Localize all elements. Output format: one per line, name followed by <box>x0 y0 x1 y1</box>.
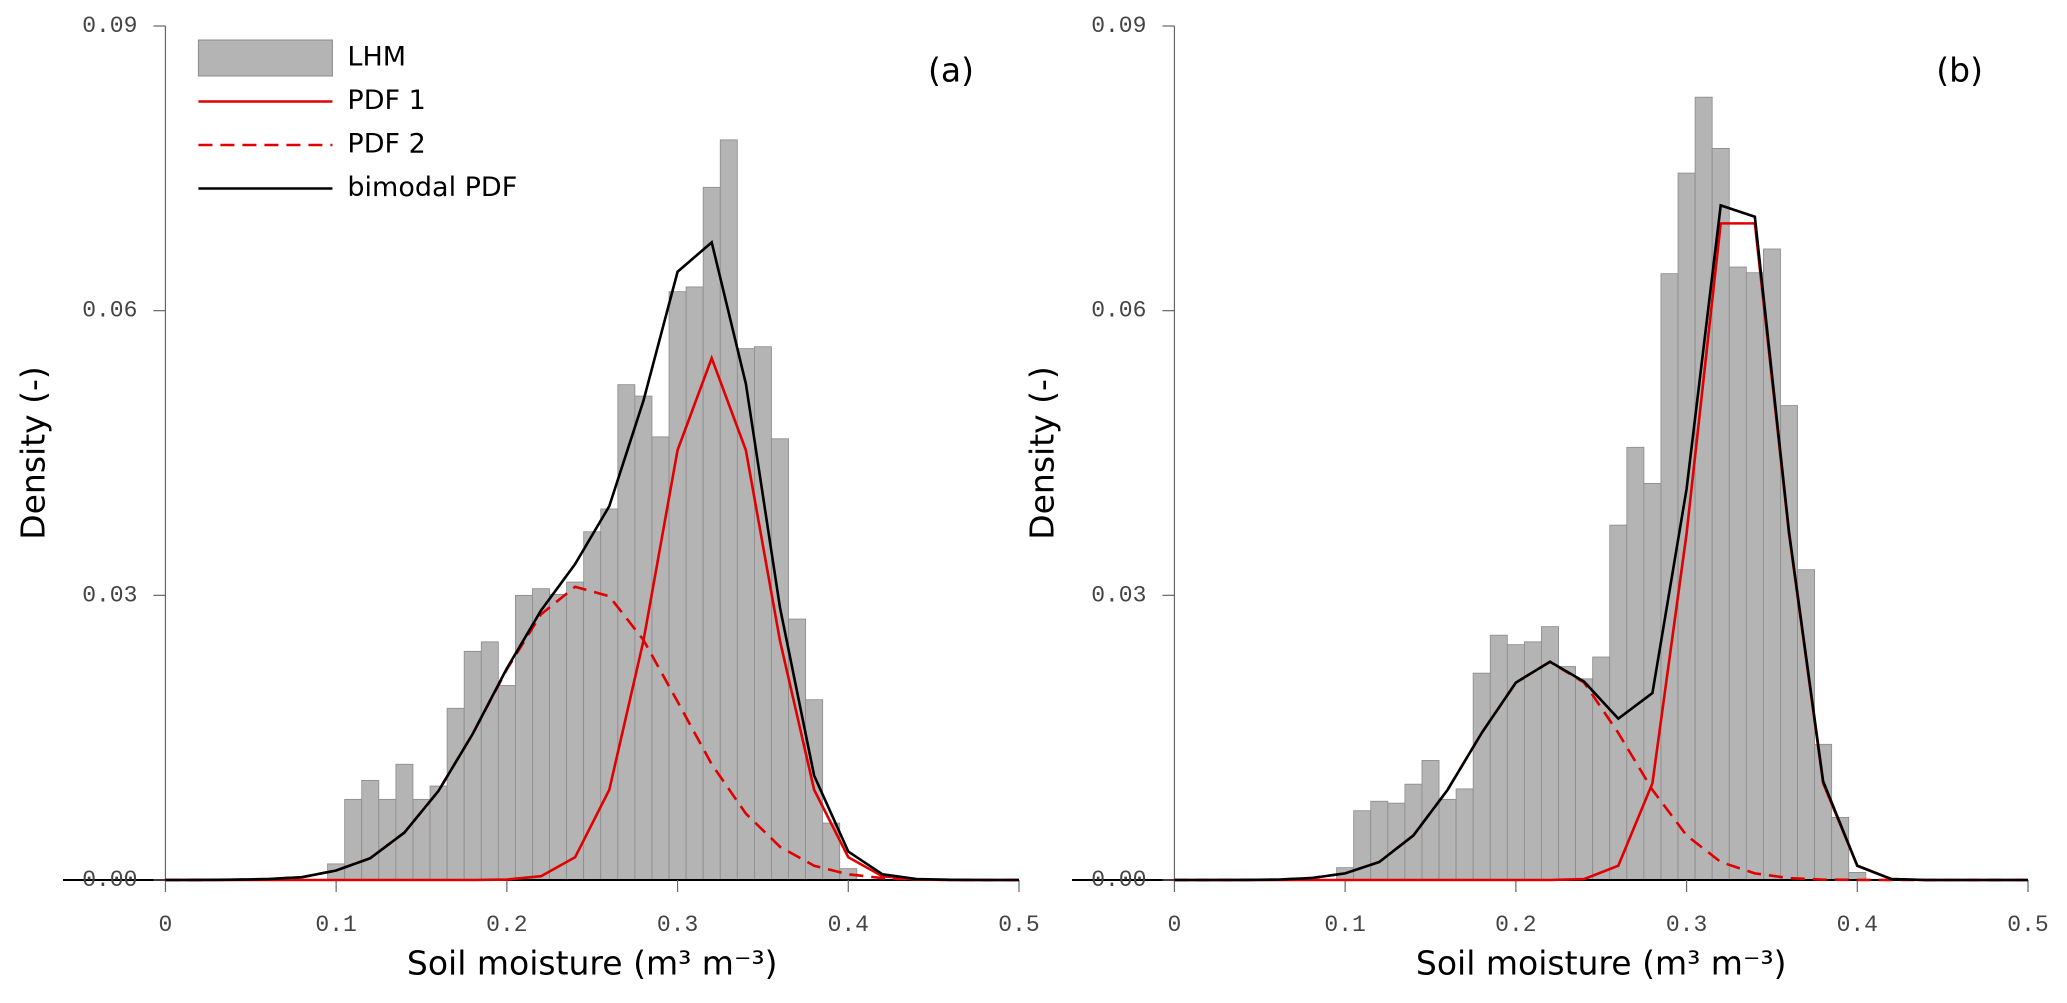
x-tick-label: 0 <box>159 912 173 938</box>
x-axis-label: Soil moisture (m³ m⁻³) <box>407 944 778 983</box>
legend-label: PDF 2 <box>347 129 425 160</box>
bar <box>685 286 704 881</box>
line <box>1174 203 2028 882</box>
y-tick-label: 0.09 <box>82 13 137 39</box>
x-tick-label: 0.4 <box>1837 912 1878 938</box>
bar <box>600 508 619 881</box>
y-tick-label: 0.00 <box>1091 867 1146 893</box>
bar <box>532 588 550 881</box>
bar <box>1728 266 1747 881</box>
bar <box>1438 798 1457 881</box>
bar <box>1370 800 1389 881</box>
legend-label: bimodal PDF <box>347 172 517 203</box>
y-axis-label: Density (-) <box>1023 366 1062 540</box>
panel: 0.00 0.03 0.06 0.09 0 0.1 0.2 0.3 0.4 0.5 Soil moi… <box>1023 13 2049 982</box>
bar <box>497 685 516 881</box>
bar <box>1660 273 1679 881</box>
bar <box>1745 272 1764 881</box>
bar <box>702 186 721 881</box>
bar <box>1455 788 1474 881</box>
legend-label: PDF 1 <box>347 85 425 116</box>
legend-label: LHM <box>347 42 406 73</box>
bar <box>1404 783 1423 881</box>
x-axis-label: Soil moisture (m³ m⁻³) <box>1416 944 1787 983</box>
bar <box>1814 743 1833 881</box>
bar <box>549 593 568 881</box>
y-tick-label: 0.03 <box>82 582 137 608</box>
bar <box>1387 802 1406 881</box>
bar <box>1575 678 1594 881</box>
panel-label: (a) <box>928 51 974 90</box>
y-tick-label: 0.00 <box>82 867 137 893</box>
y-tick-label: 0.06 <box>82 298 137 324</box>
x-tick-label: 0.3 <box>657 912 698 938</box>
bar <box>1609 524 1628 881</box>
bar <box>1643 482 1662 881</box>
bar <box>1694 96 1713 881</box>
panel-label: (b) <box>1936 51 1983 90</box>
bar <box>361 779 380 881</box>
y-axis-label: Density (-) <box>14 366 53 540</box>
legend-swatch <box>197 39 333 77</box>
x-tick-label: 0.3 <box>1666 912 1707 938</box>
bar <box>583 531 602 881</box>
x-tick-label: 0.5 <box>2007 912 2048 938</box>
y-tick-label: 0.03 <box>1091 582 1146 608</box>
bar <box>668 291 687 881</box>
bar <box>566 581 585 881</box>
line <box>165 354 1019 882</box>
x-tick-label: 0.4 <box>828 912 869 938</box>
bar <box>1558 666 1577 881</box>
bar <box>771 438 789 881</box>
bar <box>1472 672 1491 881</box>
panel: 0.00 0.03 0.06 0.09 0 0.1 0.2 0.3 0.4 0.5 Soil moi… <box>14 13 1040 982</box>
bar <box>1489 634 1508 881</box>
bar <box>753 346 772 881</box>
bar <box>1592 656 1611 881</box>
bar <box>719 139 738 881</box>
bar <box>617 384 636 881</box>
bar <box>480 641 499 881</box>
x-tick-label: 0.5 <box>998 912 1039 938</box>
x-tick-label: 0.1 <box>1324 912 1365 938</box>
x-tick-label: 0.2 <box>486 912 527 938</box>
bar <box>344 798 363 881</box>
x-tick-label: 0.1 <box>315 912 356 938</box>
x-tick-label: 0 <box>1168 912 1182 938</box>
x-tick-label: 0.2 <box>1495 912 1536 938</box>
bar <box>395 763 414 881</box>
bar <box>1523 641 1542 881</box>
bar <box>463 650 482 881</box>
line <box>165 239 1019 882</box>
bar <box>446 707 465 881</box>
bar <box>1762 248 1781 881</box>
bar <box>1626 446 1645 881</box>
y-tick-label: 0.09 <box>1091 13 1146 39</box>
y-tick-label: 0.06 <box>1091 298 1146 324</box>
